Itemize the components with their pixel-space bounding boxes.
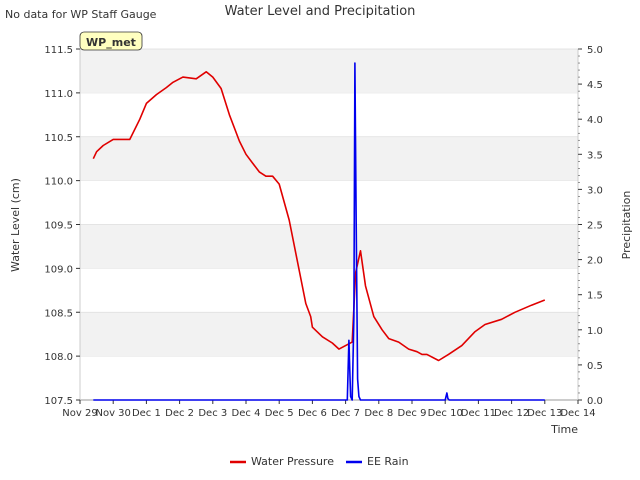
x-tick-label: Dec 7 bbox=[331, 408, 360, 419]
grid-band bbox=[80, 49, 578, 93]
x-tick-label: Dec 12 bbox=[494, 408, 529, 419]
x-tick-label: Dec 2 bbox=[165, 408, 194, 419]
legend-label-ee-rain: EE Rain bbox=[367, 455, 409, 468]
right-tick-label: 0.5 bbox=[587, 361, 603, 372]
legend: Water Pressure EE Rain bbox=[230, 455, 409, 468]
series-layer bbox=[92, 62, 546, 401]
left-tick-label: 109.5 bbox=[44, 221, 73, 232]
right-tick-label: 4.5 bbox=[587, 80, 603, 91]
left-axis-ticks: 107.5 108.0 108.5 109.0 109.5 110.0 110.5 111.0… bbox=[44, 45, 80, 407]
chart-title: Water Level and Precipitation bbox=[225, 4, 416, 19]
legend-label-water-pressure: Water Pressure bbox=[251, 455, 334, 468]
x-axis-label: Time bbox=[550, 423, 578, 436]
right-tick-label: 1.0 bbox=[587, 326, 603, 337]
x-tick-label: Nov 30 bbox=[95, 408, 130, 419]
right-axis-ticks: 0.0 0.5 1.0 1.5 2.0 2.5 3.0 3.5 4.0 4.5 5.0 bbox=[578, 45, 603, 407]
x-tick-label: Dec 8 bbox=[364, 408, 393, 419]
left-tick-label: 107.5 bbox=[44, 396, 73, 407]
x-tick-label: Dec 5 bbox=[265, 408, 294, 419]
right-tick-label: 1.5 bbox=[587, 291, 603, 302]
left-tick-label: 108.5 bbox=[44, 308, 73, 319]
x-tick-label: Dec 13 bbox=[527, 408, 562, 419]
station-badge: WP_met bbox=[79, 31, 143, 51]
x-tick-label: Dec 1 bbox=[132, 408, 161, 419]
left-axis-label: Water Level (cm) bbox=[9, 178, 22, 272]
x-tick-label: Dec 14 bbox=[560, 408, 595, 419]
right-tick-label: 2.5 bbox=[587, 221, 603, 232]
left-tick-label: 109.0 bbox=[44, 264, 73, 275]
x-tick-label: Dec 3 bbox=[198, 408, 227, 419]
right-tick-label: 3.5 bbox=[587, 150, 603, 161]
right-tick-label: 3.0 bbox=[587, 185, 603, 196]
x-tick-label: Dec 4 bbox=[232, 408, 261, 419]
x-tick-label: Nov 29 bbox=[62, 408, 97, 419]
right-axis-label: Precipitation bbox=[620, 191, 633, 260]
series-line-ee-rain bbox=[93, 62, 545, 401]
station-badge-label: WP_met bbox=[86, 36, 136, 49]
series-line-water-pressure bbox=[92, 71, 546, 362]
left-tick-label: 110.0 bbox=[44, 177, 73, 188]
left-tick-label: 111.0 bbox=[44, 89, 73, 100]
x-tick-label: Dec 6 bbox=[298, 408, 327, 419]
x-tick-label: Dec 9 bbox=[398, 408, 427, 419]
left-tick-label: 111.5 bbox=[44, 45, 73, 56]
x-tick-label: Dec 11 bbox=[461, 408, 496, 419]
left-tick-label: 110.5 bbox=[44, 133, 73, 144]
right-tick-label: 4.0 bbox=[587, 115, 603, 126]
corner-note: No data for WP Staff Gauge bbox=[5, 8, 157, 21]
right-tick-label: 5.0 bbox=[587, 45, 603, 56]
x-tick-label: Dec 10 bbox=[428, 408, 463, 419]
grid-band bbox=[80, 224, 578, 269]
right-tick-label: 0.0 bbox=[587, 396, 603, 407]
left-tick-label: 108.0 bbox=[44, 352, 73, 363]
grid-bands bbox=[80, 48, 578, 357]
grid-band bbox=[80, 312, 578, 357]
grid-band bbox=[80, 136, 578, 181]
right-tick-label: 2.0 bbox=[587, 256, 603, 267]
